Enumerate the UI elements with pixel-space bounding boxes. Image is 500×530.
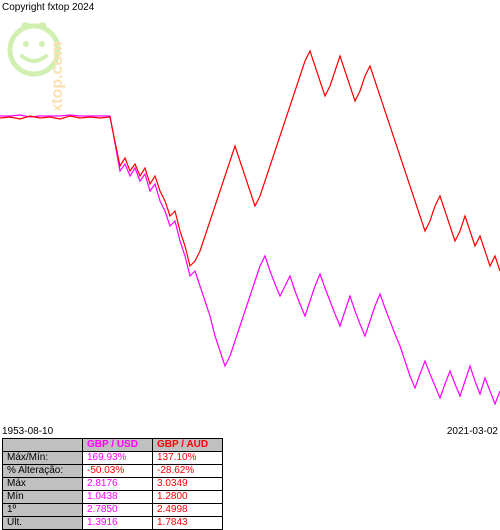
row-value-s2: -28.62%	[153, 465, 223, 478]
row-value-s1: 2.8176	[83, 478, 153, 491]
end-date: 2021-03-02	[447, 426, 498, 437]
row-label: Máx/Mín:	[3, 452, 83, 465]
row-label: 1º	[3, 504, 83, 517]
row-value-s1: 2.7850	[83, 504, 153, 517]
row-label: % Alteração:	[3, 465, 83, 478]
table-corner	[3, 439, 83, 452]
row-value-s2: 1.7843	[153, 517, 223, 530]
row-value-s2: 1.2800	[153, 491, 223, 504]
start-date: 1953-08-10	[2, 426, 53, 437]
row-value-s2: 2.4998	[153, 504, 223, 517]
line-chart	[0, 16, 500, 426]
series-header: GBP / USD	[83, 439, 153, 452]
row-value-s1: 1.0438	[83, 491, 153, 504]
series-line	[0, 115, 500, 404]
series-header: GBP / AUD	[153, 439, 223, 452]
row-value-s2: 3.0349	[153, 478, 223, 491]
row-label: Mín	[3, 491, 83, 504]
row-label: Máx	[3, 478, 83, 491]
row-value-s1: 169.93%	[83, 452, 153, 465]
row-label: Últ.	[3, 517, 83, 530]
series-line	[0, 51, 500, 271]
row-value-s2: 137.10%	[153, 452, 223, 465]
summary-table: GBP / USDGBP / AUD Máx/Mín:169.93%137.10%…	[2, 438, 223, 530]
copyright-text: Copyright fxtop 2024	[2, 2, 94, 13]
row-value-s1: 1.3916	[83, 517, 153, 530]
row-value-s1: -50.03%	[83, 465, 153, 478]
